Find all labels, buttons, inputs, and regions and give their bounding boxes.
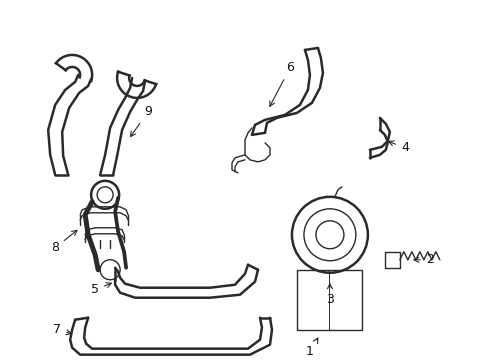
Text: 8: 8 — [51, 230, 77, 254]
Text: 4: 4 — [388, 141, 408, 154]
Text: 6: 6 — [269, 62, 293, 106]
Text: 3: 3 — [325, 284, 333, 306]
Text: 5: 5 — [91, 283, 111, 296]
Text: 9: 9 — [130, 105, 152, 136]
Bar — [296, 270, 361, 330]
Text: 7: 7 — [53, 323, 71, 336]
Text: 1: 1 — [305, 338, 317, 358]
Text: 2: 2 — [413, 253, 433, 266]
